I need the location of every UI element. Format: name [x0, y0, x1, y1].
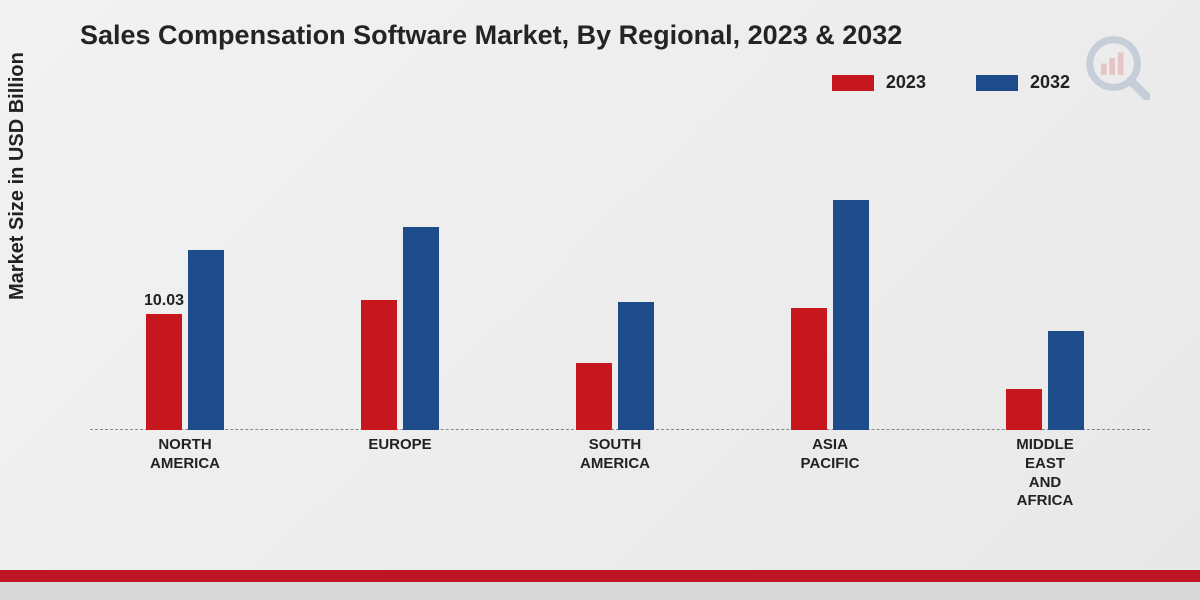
- x-axis-label: MIDDLEEASTANDAFRICA: [980, 436, 1110, 511]
- legend-item-2023: 2023: [832, 72, 926, 93]
- legend-swatch-2032: [976, 75, 1018, 91]
- bar-2032: [833, 200, 869, 430]
- x-axis-label: NORTHAMERICA: [120, 436, 250, 474]
- y-axis-label: Market Size in USD Billion: [6, 52, 29, 300]
- legend-label: 2023: [886, 72, 926, 93]
- bar-value-label: 10.03: [144, 292, 184, 310]
- bar-2023: [576, 363, 612, 430]
- x-axis-label: EUROPE: [335, 436, 465, 455]
- legend-swatch-2023: [832, 75, 874, 91]
- bar-group: [550, 302, 680, 430]
- bar-group: [980, 331, 1110, 430]
- legend-item-2032: 2032: [976, 72, 1070, 93]
- legend: 2023 2032: [832, 72, 1070, 93]
- bar-2032: [188, 250, 224, 430]
- footer-accent-bar: [0, 570, 1200, 582]
- bar-2023: [361, 300, 397, 430]
- bar-group: 10.03: [120, 250, 250, 430]
- x-axis-label: ASIAPACIFIC: [765, 436, 895, 474]
- bar-2032: [618, 302, 654, 430]
- footer-grey-bar: [0, 582, 1200, 600]
- chart-page: Sales Compensation Software Market, By R…: [0, 0, 1200, 600]
- bar-group: [765, 200, 895, 430]
- bar-2023: [791, 308, 827, 430]
- x-axis-label: SOUTHAMERICA: [550, 436, 680, 474]
- chart-title: Sales Compensation Software Market, By R…: [80, 20, 902, 51]
- plot-area: 10.03: [90, 140, 1150, 430]
- bar-2032: [1048, 331, 1084, 430]
- x-axis-labels: NORTHAMERICA EUROPE SOUTHAMERICA ASIAPAC…: [90, 436, 1150, 526]
- bar-2023: [1006, 389, 1042, 430]
- bar-2023: 10.03: [146, 314, 182, 430]
- bar-group: [335, 227, 465, 430]
- watermark-logo-icon: [1080, 30, 1150, 100]
- bar-2032: [403, 227, 439, 430]
- legend-label: 2032: [1030, 72, 1070, 93]
